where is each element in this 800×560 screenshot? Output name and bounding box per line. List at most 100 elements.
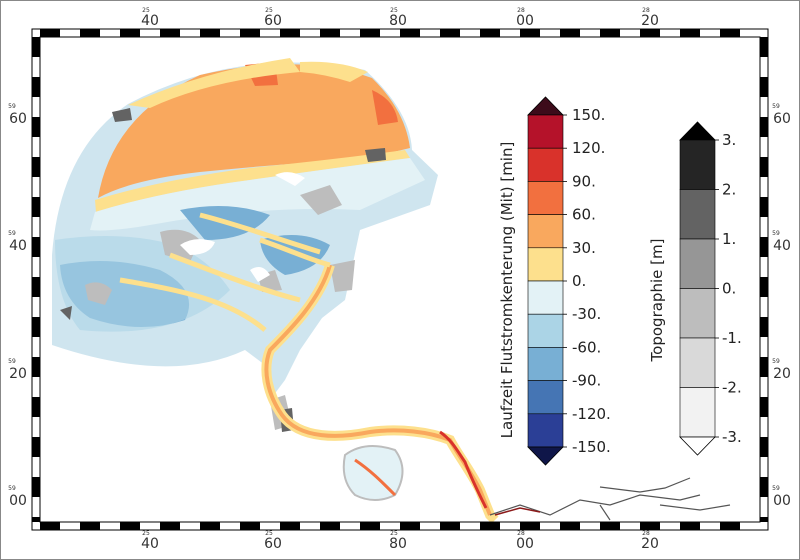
frame-check-right xyxy=(760,197,768,217)
colorbar-flood-current-segment xyxy=(527,280,564,315)
colorbar-flood-current-label: 0. xyxy=(572,272,586,290)
colorbar-flood-current-over-triangle xyxy=(527,96,564,116)
frame-check-right xyxy=(760,37,768,57)
colorbar-flood-current-under-triangle xyxy=(527,446,564,466)
frame-check-bottom xyxy=(360,522,380,530)
frame-check-left xyxy=(32,357,40,377)
colorbar-topography-segment xyxy=(679,288,716,339)
frame-check-right xyxy=(760,237,768,257)
frame-check-bottom xyxy=(280,522,300,530)
lon-tick-label: 80 xyxy=(389,536,407,552)
frame-check-top xyxy=(600,29,620,37)
frame-check-bottom xyxy=(520,522,540,530)
lat-tick-label: 40 xyxy=(773,238,791,254)
frame-check-left xyxy=(32,157,40,177)
tidal-creeks xyxy=(119,212,331,332)
lon-tick-label: 20 xyxy=(641,536,659,552)
frame-check-left xyxy=(32,37,40,57)
colorbar-topography-label: -1. xyxy=(722,329,742,347)
frame-check-left xyxy=(32,77,40,97)
lon-tick-superscript: 25 xyxy=(142,530,150,537)
frame-check-right xyxy=(760,77,768,97)
frame-check-top xyxy=(80,29,100,37)
frame-check-top xyxy=(480,29,500,37)
colorbar-flood-current-label: -90. xyxy=(572,372,601,390)
colorbar-flood-current-segment xyxy=(527,313,564,348)
lon-tick-label: 00 xyxy=(516,13,534,29)
frame-check-top xyxy=(160,29,180,37)
colorbar-flood-current-segment xyxy=(527,347,564,381)
colorbar-topography-under-triangle xyxy=(679,436,716,456)
frame-check-right xyxy=(760,317,768,337)
colorbar-flood-current-label: -30. xyxy=(572,305,601,323)
colorbar-flood-current-label: -60. xyxy=(572,338,601,356)
lat-tick-superscript: 59 xyxy=(8,485,16,492)
frame-check-top xyxy=(440,29,460,37)
frame-check-right xyxy=(760,357,768,377)
colorbar-flood-current-segment xyxy=(527,380,564,415)
colorbar-topography-segment xyxy=(679,387,716,438)
lat-tick-label: 60 xyxy=(773,111,791,127)
frame-check-bottom xyxy=(560,522,580,530)
map-frame-labels: 2540254025602560258025802800280028202820… xyxy=(8,7,791,552)
river-network-red xyxy=(494,507,541,516)
frame-check-left xyxy=(32,197,40,217)
frame-check-top xyxy=(560,29,580,37)
frame-check-bottom xyxy=(320,522,340,530)
frame-check-top xyxy=(720,29,740,37)
estuary-bay-channel xyxy=(354,458,397,497)
frame-check-right xyxy=(760,117,768,137)
lon-tick-superscript: 25 xyxy=(265,7,273,14)
colorbar-flood-current-segment xyxy=(527,214,564,249)
colorbar-flood-current-label: 150. xyxy=(572,106,605,124)
lon-tick-superscript: 25 xyxy=(265,530,273,537)
frame-check-top xyxy=(240,29,260,37)
frame-check-left xyxy=(32,277,40,297)
frame-check-top xyxy=(400,29,420,37)
frame-check-top xyxy=(320,29,340,37)
colorbar-topography: 3. 2. 1. 0. -1. -2. -3. xyxy=(679,121,742,456)
lon-tick-label: 80 xyxy=(389,13,407,29)
frame-check-top xyxy=(40,29,60,37)
colorbar-topography-over-triangle xyxy=(679,121,716,141)
frame-check-bottom xyxy=(400,522,420,530)
map-region-paleblue xyxy=(90,158,425,231)
lon-tick-label: 60 xyxy=(264,13,282,29)
lat-tick-label: 60 xyxy=(9,111,27,127)
colorbar-topography-label: -2. xyxy=(722,379,742,397)
river-network xyxy=(489,477,731,521)
lat-tick-label: 40 xyxy=(9,238,27,254)
colorbar-flood-current-label: 90. xyxy=(572,172,596,190)
colorbar-topography-label: 0. xyxy=(722,280,736,298)
lat-tick-superscript: 59 xyxy=(772,485,780,492)
colorbar-flood-current-label: 60. xyxy=(572,206,596,224)
frame-check-left xyxy=(32,317,40,337)
lon-tick-superscript: 25 xyxy=(142,7,150,14)
lat-tick-superscript: 59 xyxy=(8,103,16,110)
lon-tick-superscript: 25 xyxy=(390,7,398,14)
frame-check-left xyxy=(32,117,40,137)
frame-check-right xyxy=(760,157,768,177)
frame-check-bottom xyxy=(720,522,740,530)
colorbar-flood-current-segment xyxy=(527,181,564,215)
colorbar-topography-segment xyxy=(679,337,716,388)
lat-tick-superscript: 59 xyxy=(772,230,780,237)
frame-check-bottom xyxy=(200,522,220,530)
colorbar-flood-current-segment xyxy=(527,114,564,149)
colorbar-flood-current-segment xyxy=(527,247,564,282)
frame-check-top xyxy=(680,29,700,37)
lon-tick-superscript: 28 xyxy=(642,7,650,14)
frame-check-left xyxy=(32,477,40,497)
colorbar-topography-label: 2. xyxy=(722,181,736,199)
frame-check-left xyxy=(32,397,40,417)
colorbar-flood-current-segment xyxy=(527,413,564,448)
lat-tick-superscript: 59 xyxy=(772,358,780,365)
frame-check-bottom xyxy=(640,522,660,530)
lat-tick-superscript: 59 xyxy=(8,358,16,365)
lon-tick-label: 20 xyxy=(641,13,659,29)
frame-check-top xyxy=(640,29,660,37)
colorbar-topography-segment xyxy=(679,139,716,190)
map-region-yellow xyxy=(95,58,410,212)
lon-tick-superscript: 28 xyxy=(517,530,525,537)
